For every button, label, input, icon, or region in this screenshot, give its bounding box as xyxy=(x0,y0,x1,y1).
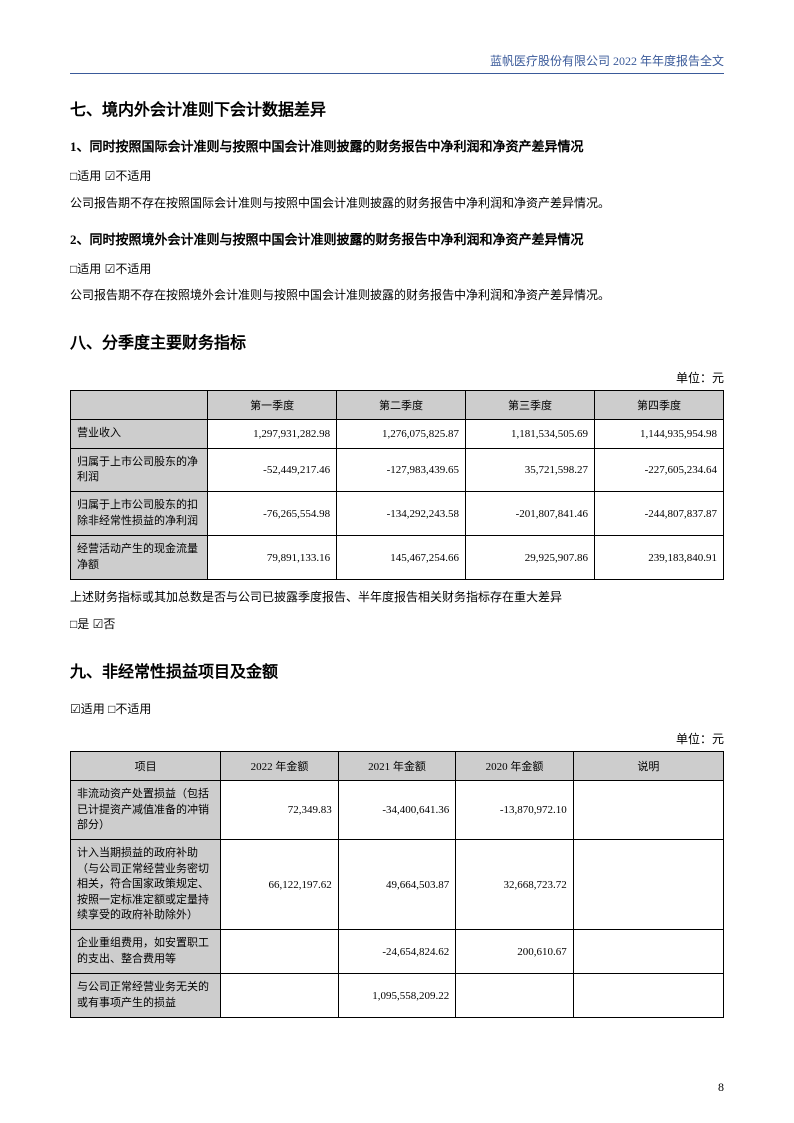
cell: -13,870,972.10 xyxy=(456,781,574,840)
row-label: 企业重组费用，如安置职工的支出、整合费用等 xyxy=(71,930,221,974)
cell: -134,292,243.58 xyxy=(337,492,466,536)
cell: 1,144,935,954.98 xyxy=(594,420,723,448)
col-2022: 2022 年金额 xyxy=(221,752,339,781)
row-label: 归属于上市公司股东的净利润 xyxy=(71,448,208,492)
row-label: 非流动资产处置损益（包括已计提资产减值准备的冲销部分） xyxy=(71,781,221,840)
col-q4: 第四季度 xyxy=(594,391,723,420)
table-row: 归属于上市公司股东的净利润 -52,449,217.46 -127,983,43… xyxy=(71,448,724,492)
row-label: 营业收入 xyxy=(71,420,208,448)
cell xyxy=(221,930,339,974)
table-row: 计入当期损益的政府补助（与公司正常经营业务密切相关，符合国家政策规定、按照一定标… xyxy=(71,840,724,930)
table-row: 与公司正常经营业务无关的或有事项产生的损益 1,095,558,209.22 xyxy=(71,974,724,1018)
page-number: 8 xyxy=(718,1080,724,1095)
section-8-unit: 单位：元 xyxy=(70,369,724,386)
page-header: 蓝帆医疗股份有限公司 2022 年年度报告全文 xyxy=(70,52,724,74)
cell: -244,807,837.87 xyxy=(594,492,723,536)
cell xyxy=(573,781,723,840)
table-row: 经营活动产生的现金流量净额 79,891,133.16 145,467,254.… xyxy=(71,536,724,580)
cell: 1,181,534,505.69 xyxy=(466,420,595,448)
table-row: 归属于上市公司股东的扣除非经常性损益的净利润 -76,265,554.98 -1… xyxy=(71,492,724,536)
cell: -76,265,554.98 xyxy=(208,492,337,536)
cell xyxy=(573,840,723,930)
table-row: 营业收入 1,297,931,282.98 1,276,075,825.87 1… xyxy=(71,420,724,448)
table-row: 第一季度 第二季度 第三季度 第四季度 xyxy=(71,391,724,420)
nonrecurring-table: 项目 2022 年金额 2021 年金额 2020 年金额 说明 非流动资产处置… xyxy=(70,751,724,1018)
cell xyxy=(456,974,574,1018)
cell: 66,122,197.62 xyxy=(221,840,339,930)
cell: -201,807,841.46 xyxy=(466,492,595,536)
section-8-note-check: □是 ☑否 xyxy=(70,613,724,636)
col-q3: 第三季度 xyxy=(466,391,595,420)
section-7-2-text: 公司报告期不存在按照境外会计准则与按照中国会计准则披露的财务报告中净利润和净资产… xyxy=(70,284,724,307)
cell: 29,925,907.86 xyxy=(466,536,595,580)
cell: 200,610.67 xyxy=(456,930,574,974)
cell: 145,467,254.66 xyxy=(337,536,466,580)
cell: 49,664,503.87 xyxy=(338,840,456,930)
section-7-2-check: □适用 ☑不适用 xyxy=(70,258,724,281)
col-desc: 说明 xyxy=(573,752,723,781)
cell: -127,983,439.65 xyxy=(337,448,466,492)
cell: -52,449,217.46 xyxy=(208,448,337,492)
cell: 1,297,931,282.98 xyxy=(208,420,337,448)
quarterly-table: 第一季度 第二季度 第三季度 第四季度 营业收入 1,297,931,282.9… xyxy=(70,390,724,580)
section-7-1-title: 1、同时按照国际会计准则与按照中国会计准则披露的财务报告中净利润和净资产差异情况 xyxy=(70,136,724,155)
section-7-1-check: □适用 ☑不适用 xyxy=(70,165,724,188)
col-2020: 2020 年金额 xyxy=(456,752,574,781)
section-7-title: 七、境内外会计准则下会计数据差异 xyxy=(70,96,724,120)
row-label: 计入当期损益的政府补助（与公司正常经营业务密切相关，符合国家政策规定、按照一定标… xyxy=(71,840,221,930)
section-8-title: 八、分季度主要财务指标 xyxy=(70,329,724,353)
row-label: 与公司正常经营业务无关的或有事项产生的损益 xyxy=(71,974,221,1018)
col-2021: 2021 年金额 xyxy=(338,752,456,781)
cell xyxy=(573,930,723,974)
cell: -227,605,234.64 xyxy=(594,448,723,492)
section-9-title: 九、非经常性损益项目及金额 xyxy=(70,658,724,682)
cell: 239,183,840.91 xyxy=(594,536,723,580)
section-8-note: 上述财务指标或其加总数是否与公司已披露季度报告、半年度报告相关财务指标存在重大差… xyxy=(70,586,724,609)
cell: 1,095,558,209.22 xyxy=(338,974,456,1018)
cell: 72,349.83 xyxy=(221,781,339,840)
section-9-check: ☑适用 □不适用 xyxy=(70,698,724,721)
cell: 79,891,133.16 xyxy=(208,536,337,580)
cell: 32,668,723.72 xyxy=(456,840,574,930)
cell xyxy=(221,974,339,1018)
col-blank xyxy=(71,391,208,420)
col-q1: 第一季度 xyxy=(208,391,337,420)
row-label: 归属于上市公司股东的扣除非经常性损益的净利润 xyxy=(71,492,208,536)
cell: -34,400,641.36 xyxy=(338,781,456,840)
col-item: 项目 xyxy=(71,752,221,781)
section-7-2-title: 2、同时按照境外会计准则与按照中国会计准则披露的财务报告中净利润和净资产差异情况 xyxy=(70,229,724,248)
row-label: 经营活动产生的现金流量净额 xyxy=(71,536,208,580)
cell: 35,721,598.27 xyxy=(466,448,595,492)
cell: -24,654,824.62 xyxy=(338,930,456,974)
section-7-1-text: 公司报告期不存在按照国际会计准则与按照中国会计准则披露的财务报告中净利润和净资产… xyxy=(70,192,724,215)
table-row: 企业重组费用，如安置职工的支出、整合费用等 -24,654,824.62 200… xyxy=(71,930,724,974)
table-row: 项目 2022 年金额 2021 年金额 2020 年金额 说明 xyxy=(71,752,724,781)
section-9-unit: 单位：元 xyxy=(70,730,724,747)
cell: 1,276,075,825.87 xyxy=(337,420,466,448)
table-row: 非流动资产处置损益（包括已计提资产减值准备的冲销部分） 72,349.83 -3… xyxy=(71,781,724,840)
cell xyxy=(573,974,723,1018)
col-q2: 第二季度 xyxy=(337,391,466,420)
